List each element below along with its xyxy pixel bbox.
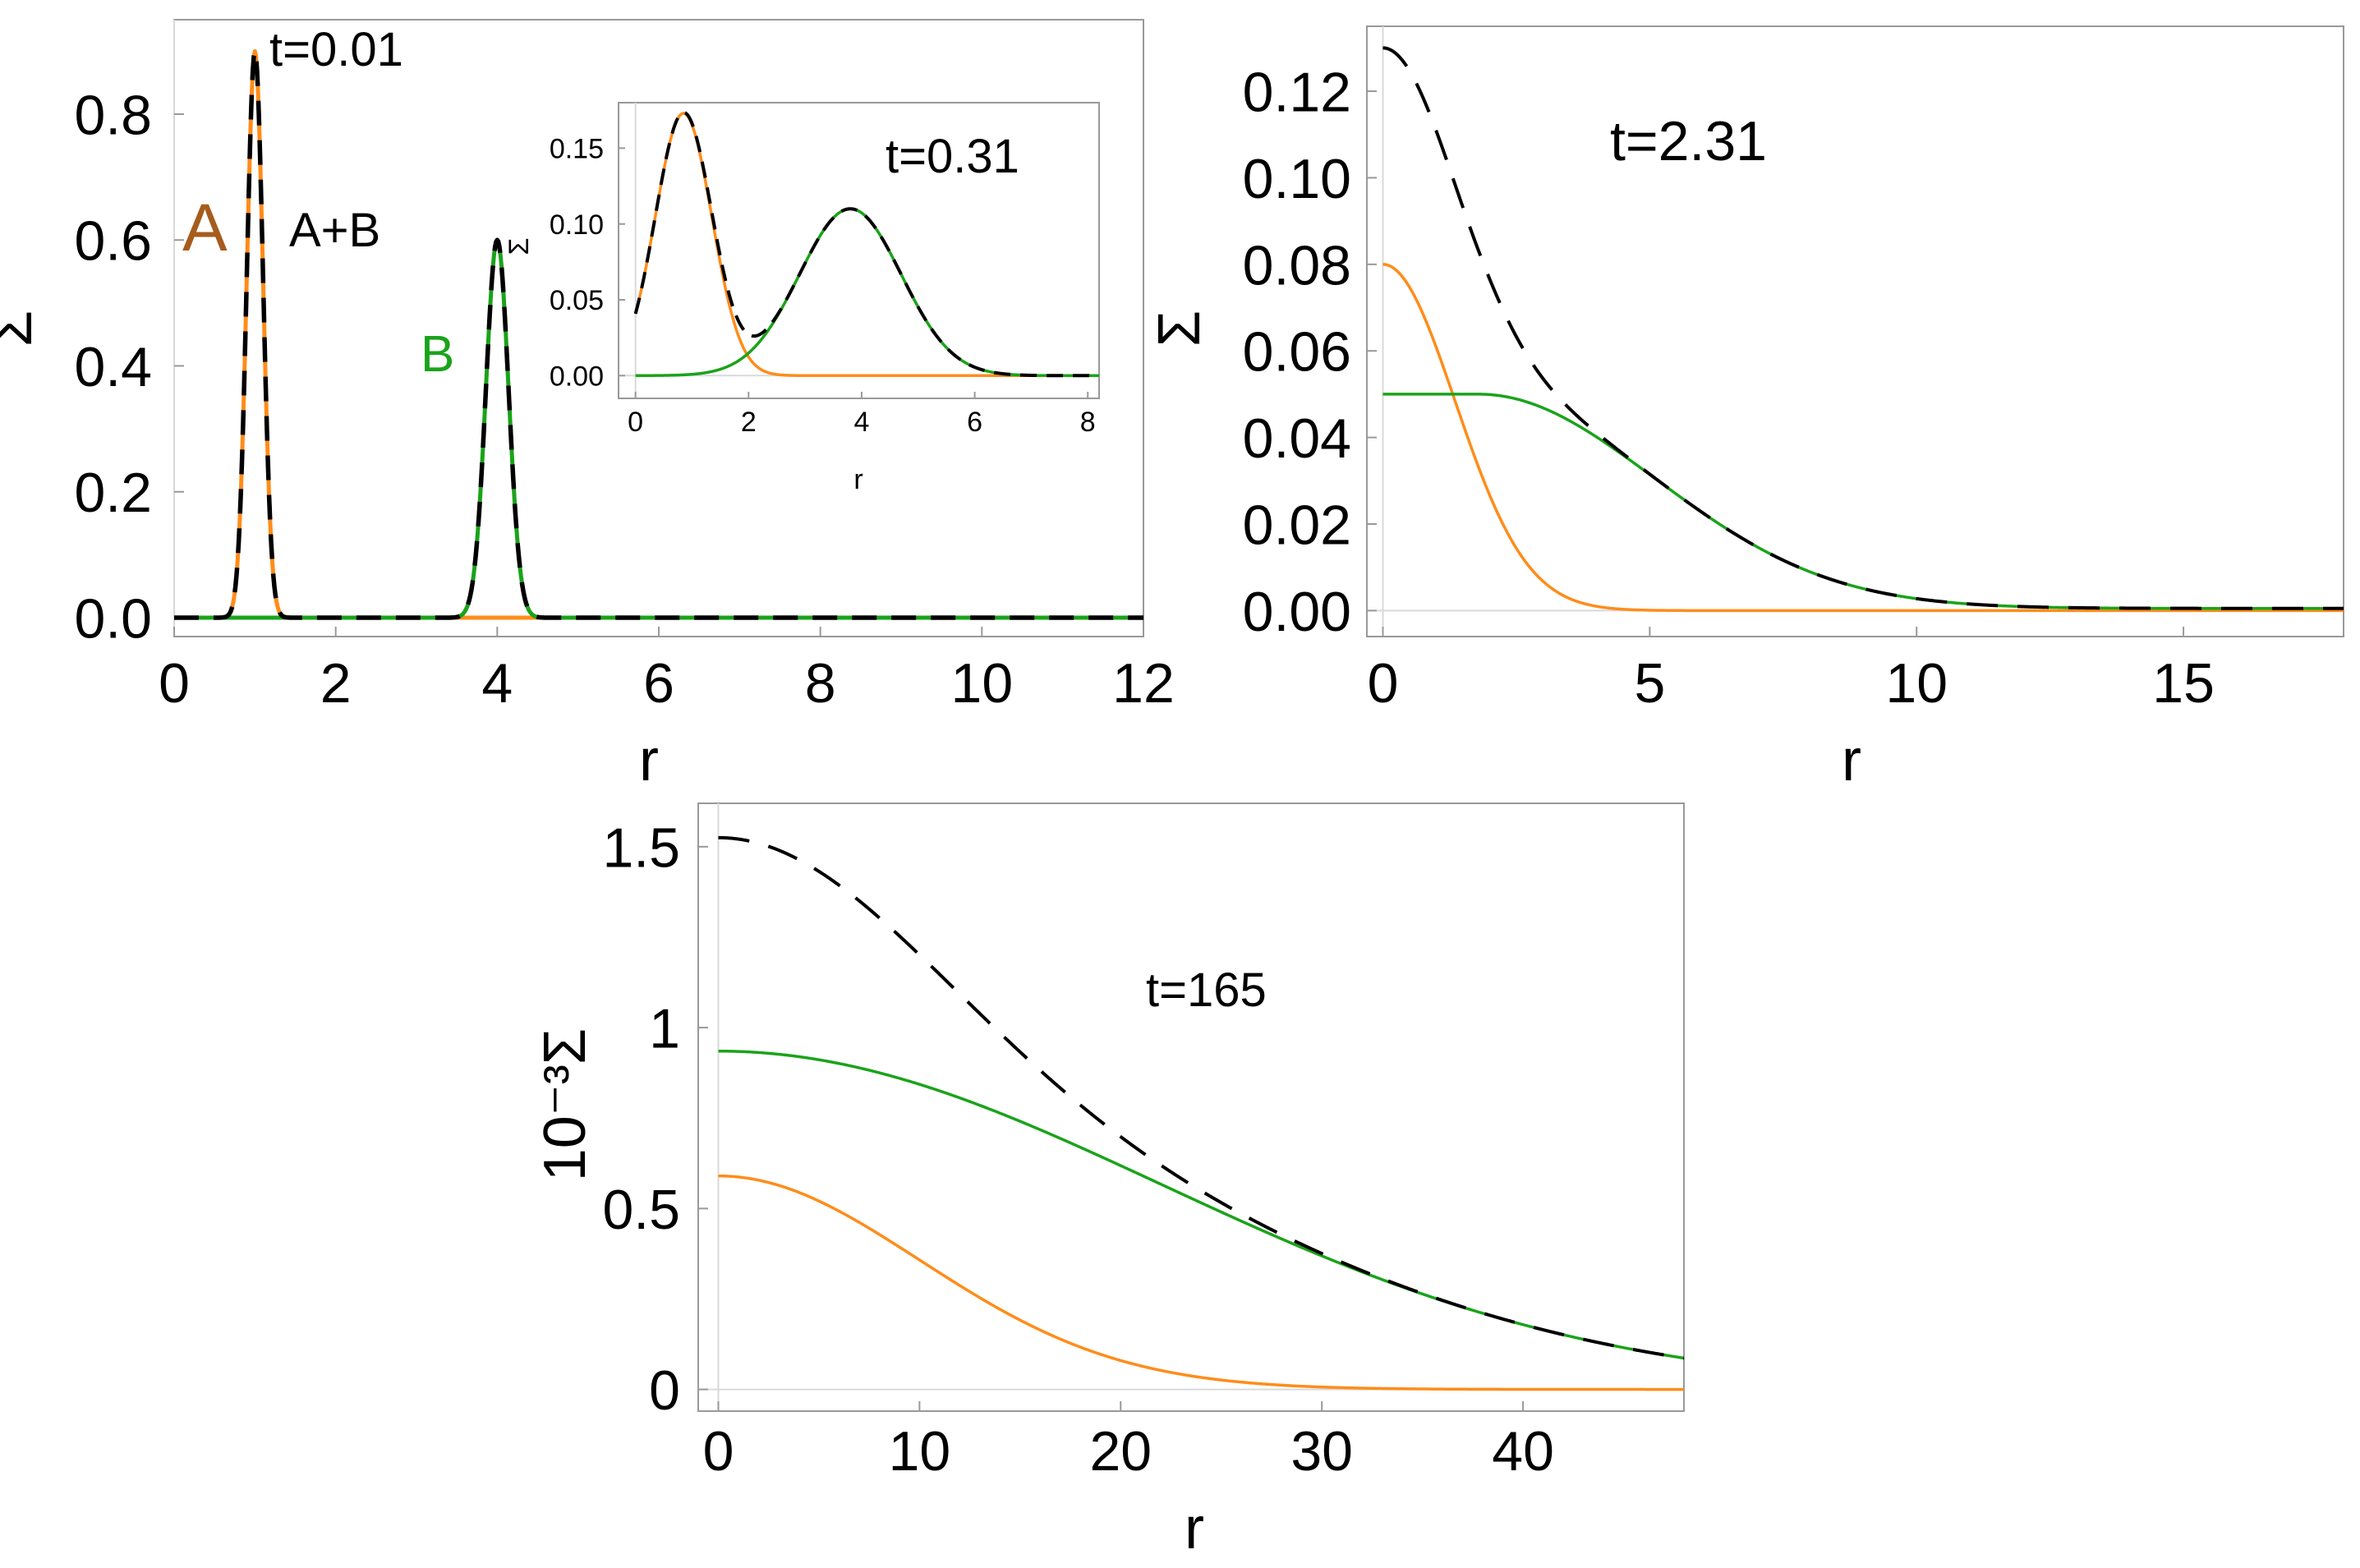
x-axis-label: r bbox=[1842, 728, 1861, 793]
x-tick-label: 20 bbox=[1089, 1420, 1152, 1483]
x-axis-label: r bbox=[853, 464, 863, 495]
series-a-line bbox=[1382, 263, 2344, 613]
y-tick-label: 0.0 bbox=[74, 587, 152, 650]
series-a-line bbox=[718, 1174, 1684, 1391]
annotation-a-plus-b: A+B bbox=[289, 204, 380, 257]
y-axis-label: Σ bbox=[504, 237, 535, 255]
y-tick-label: 0.5 bbox=[602, 1179, 680, 1241]
x-tick-label: 30 bbox=[1290, 1420, 1353, 1483]
panel-t-165: 0 10 20 30 40 0 0.5 1 1.5 r 10⁻³Σ t=165 bbox=[532, 802, 1685, 1561]
time-label: t=165 bbox=[1146, 963, 1267, 1017]
y-axis-label: 10⁻³Σ bbox=[532, 1028, 598, 1182]
series-b-line bbox=[718, 1049, 1684, 1360]
x-tick-label: 8 bbox=[805, 652, 836, 715]
y-tick-label: 0.00 bbox=[550, 361, 604, 393]
y-tick-label: 0.2 bbox=[74, 462, 152, 524]
x-tick-label: 15 bbox=[2152, 652, 2215, 715]
y-tick-label: 0.06 bbox=[1243, 321, 1351, 384]
time-label: t=0.01 bbox=[269, 23, 403, 76]
y-tick-label: 0.02 bbox=[1243, 494, 1351, 556]
x-tick-label: 0 bbox=[1368, 652, 1399, 715]
annotation-b: B bbox=[421, 326, 454, 383]
inset-panel-t-0-31: 0 2 4 6 8 0.00 0.05 0.10 0.15 r Σt=0.31 bbox=[504, 102, 1100, 495]
x-tick-label: 0 bbox=[703, 1420, 734, 1483]
y-tick-label: 0 bbox=[649, 1359, 680, 1422]
x-tick-label: 10 bbox=[889, 1420, 951, 1483]
y-tick-label: 0.10 bbox=[550, 209, 604, 241]
y-axis-label: Σ bbox=[0, 310, 44, 347]
x-tick-label: 10 bbox=[951, 652, 1014, 715]
y-axis-label: Σ bbox=[1147, 310, 1212, 347]
x-tick-label: 0 bbox=[159, 652, 190, 715]
annotation-a: A bbox=[182, 191, 228, 265]
x-tick-label: 2 bbox=[320, 652, 352, 715]
x-tick-label: 0 bbox=[628, 407, 643, 438]
y-tick-label: 0.00 bbox=[1243, 581, 1351, 643]
plot-frame bbox=[1366, 25, 2344, 637]
y-tick-label: 0.4 bbox=[74, 336, 152, 398]
series-sum-dashed-line bbox=[174, 48, 1143, 620]
series-sum-dashed-line bbox=[717, 835, 1684, 1360]
series-sum-dashed-line bbox=[633, 110, 1099, 378]
x-axis-label: r bbox=[1185, 1496, 1204, 1561]
x-tick-label: 10 bbox=[1885, 652, 1948, 715]
plot-frame bbox=[697, 802, 1685, 1412]
plot-frame bbox=[618, 102, 1100, 399]
y-tick-label: 0.12 bbox=[1243, 62, 1351, 124]
y-tick-label: 0.8 bbox=[74, 84, 152, 146]
x-tick-label: 8 bbox=[1080, 407, 1096, 438]
y-tick-label: 0.04 bbox=[1243, 407, 1351, 470]
time-label: t=2.31 bbox=[1610, 110, 1767, 172]
x-tick-label: 6 bbox=[643, 652, 674, 715]
x-tick-label: 4 bbox=[853, 407, 869, 438]
x-tick-label: 12 bbox=[1112, 652, 1175, 715]
x-tick-label: 5 bbox=[1634, 652, 1665, 715]
x-tick-label: 2 bbox=[741, 407, 757, 438]
y-tick-label: 0.6 bbox=[74, 210, 152, 273]
y-tick-label: 1 bbox=[649, 998, 680, 1060]
x-tick-label: 4 bbox=[481, 652, 513, 715]
series-sum-dashed-line bbox=[1382, 46, 2344, 610]
time-label: t=0.31 bbox=[886, 130, 1019, 183]
y-tick-label: 0.05 bbox=[550, 285, 604, 316]
y-tick-label: 0.08 bbox=[1243, 234, 1351, 297]
x-tick-label: 6 bbox=[967, 407, 982, 438]
x-axis-label: r bbox=[639, 728, 659, 793]
y-tick-label: 1.5 bbox=[602, 816, 680, 879]
x-tick-label: 40 bbox=[1492, 1420, 1554, 1483]
y-tick-label: 0.15 bbox=[550, 134, 604, 165]
panel-t-2-31: 0 5 10 15 0.00 0.02 0.04 0.06 0.08 0.10 0.12 r Σt=2.… bbox=[1147, 25, 2344, 793]
y-tick-label: 0.10 bbox=[1243, 148, 1351, 210]
